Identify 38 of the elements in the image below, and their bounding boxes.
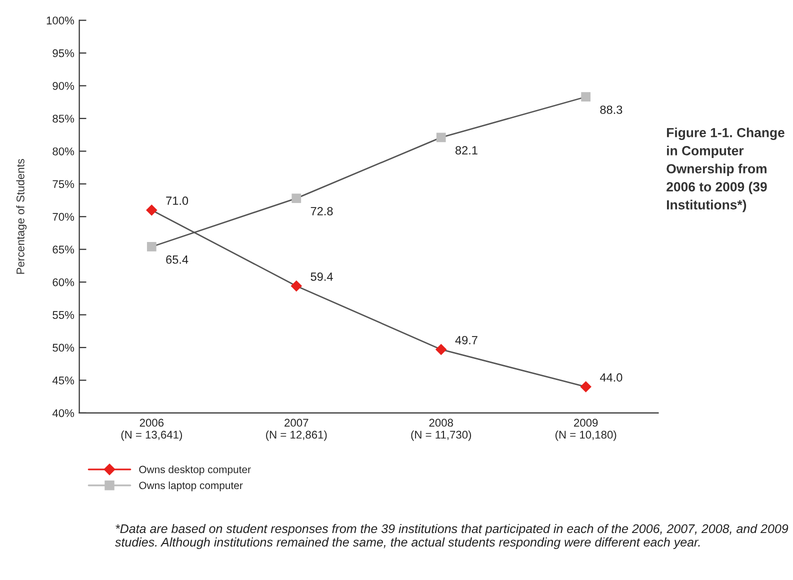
point xyxy=(290,280,302,292)
y-tick-label: 100% xyxy=(46,16,74,24)
data-label: 72.8 xyxy=(310,207,333,216)
data-label: 65.4 xyxy=(166,255,188,264)
point xyxy=(146,242,156,252)
y-tick-label: 50% xyxy=(52,344,74,352)
y-tick-label: 75% xyxy=(52,180,74,188)
y-tick-label: 70% xyxy=(52,212,74,221)
y-tick-label: 85% xyxy=(52,114,74,123)
x-tick-label: 2006 (N = 13,641) xyxy=(121,418,182,441)
y-tick-label: 90% xyxy=(52,82,74,90)
text: Figure 1-1. Change in Computer Ownership from 2006 to 2009 (39 Institutions*) xyxy=(666,128,784,212)
data-label: 88.3 xyxy=(600,106,622,114)
text: *Data are based on student responses from the 39 institutions that participated in each of the 2006, 2007, 2008, and 2009 studies. Although institutions remained the same, the actual students responding were different each year. xyxy=(115,524,788,550)
legend-label: Owns laptop computer xyxy=(139,481,243,492)
x-tick-label: 2007 (N = 12,861) xyxy=(266,418,327,441)
point xyxy=(436,132,446,142)
y-tick-label: 40% xyxy=(52,409,74,418)
data-label: 49.7 xyxy=(455,336,478,344)
y-tick-label: 45% xyxy=(52,376,74,384)
point xyxy=(436,344,447,355)
point xyxy=(292,194,302,203)
y-tick-label: 80% xyxy=(52,147,74,156)
point xyxy=(146,204,158,216)
y-tick-label: 65% xyxy=(52,246,74,254)
legend-label: Owns desktop computer xyxy=(139,466,251,476)
data-label: 82.1 xyxy=(456,146,478,154)
y-tick-label: 60% xyxy=(52,278,74,286)
point xyxy=(581,92,591,102)
y-tick-label: 95% xyxy=(52,49,74,58)
y-tick-label: 55% xyxy=(52,311,74,319)
point xyxy=(580,381,592,392)
x-tick-label: 2008 (N = 11,730) xyxy=(411,418,472,441)
x-tick-label: 2009 (N = 10,180) xyxy=(555,418,616,441)
y-axis-title: Percentage of Students xyxy=(16,158,27,274)
data-label: 71.0 xyxy=(166,196,188,205)
data-label: 44.0 xyxy=(600,373,622,382)
data-label: 59.4 xyxy=(310,272,333,281)
